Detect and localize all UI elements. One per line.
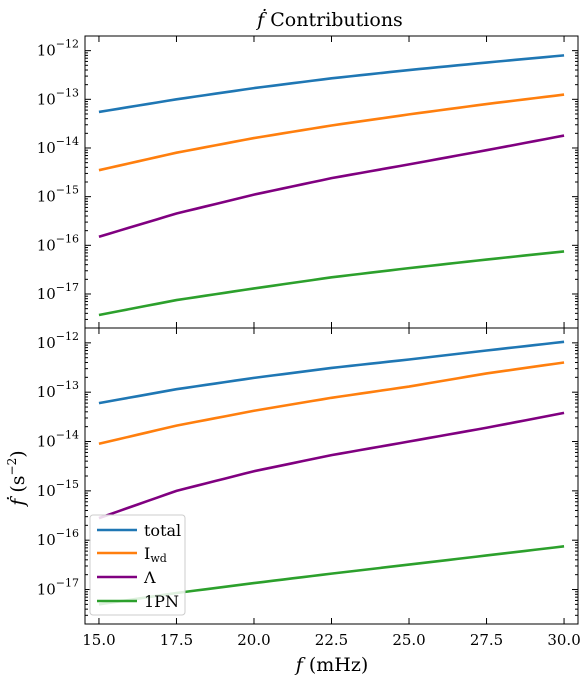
y-tick-label-exp: −14 <box>56 135 79 148</box>
y-tick-label: 10−14 <box>37 135 79 157</box>
y-axis-label-unit-open: (s <box>7 475 29 498</box>
title-text: Contributions <box>264 9 403 31</box>
x-axis-label-unit: (mHz) <box>303 654 368 676</box>
y-tick-label: 10−13 <box>37 379 79 401</box>
legend-label-lambda: Λ <box>143 568 156 587</box>
y-tick-label-exp: −16 <box>56 527 79 540</box>
y-tick-label: 10−12 <box>37 330 79 352</box>
panel-bottom: 15.0 17.5 20.0 22.5 25.0 27.5 30.010−1710−1610… <box>37 327 581 649</box>
y-tick-label: 10−13 <box>37 86 79 108</box>
x-tick-label: 30.0 <box>547 631 580 649</box>
legend: total Iwd Λ 1PN <box>89 514 186 616</box>
y-tick-label-base: 10 <box>37 90 56 108</box>
series-line-iwd <box>98 361 565 446</box>
series-line-total <box>98 54 565 114</box>
y-tick-label: 10−14 <box>37 429 79 451</box>
y-tick-label-exp: −15 <box>56 184 79 197</box>
x-axis-label-symbol: f <box>294 654 306 676</box>
y-tick-label: 10−17 <box>37 577 79 599</box>
series-line-iwd <box>98 93 565 172</box>
y-tick-label-exp: −16 <box>56 232 79 245</box>
y-tick-label-exp: −12 <box>56 330 79 343</box>
y-tick-label-base: 10 <box>37 42 56 60</box>
y-tick-label-exp: −17 <box>56 281 79 294</box>
x-tick-label: 22.5 <box>315 631 348 649</box>
y-axis-label: ḟ (s−2) <box>5 450 29 507</box>
y-tick-label-base: 10 <box>37 581 56 599</box>
x-tick-label: 27.5 <box>470 631 503 649</box>
x-axis-label: f (mHz) <box>294 654 369 676</box>
y-tick-label: 10−15 <box>37 184 79 206</box>
y-tick-label-base: 10 <box>37 139 56 157</box>
title-fdot: ḟ <box>255 8 267 31</box>
y-tick-label-exp: −14 <box>56 429 79 442</box>
legend-label-iwd-sub: wd <box>150 552 166 565</box>
series-line-series2 <box>98 411 565 520</box>
legend-label-iwd-main: I <box>144 544 150 563</box>
y-tick-label-exp: −17 <box>56 577 79 590</box>
y-tick-label-exp: −12 <box>56 38 79 51</box>
y-tick-label: 10−12 <box>37 38 79 60</box>
y-axis-label-unit-close: ) <box>7 450 29 457</box>
x-tick-label: 25.0 <box>392 631 425 649</box>
y-tick-label-base: 10 <box>37 383 56 401</box>
y-tick-label-base: 10 <box>37 236 56 254</box>
chart-title: ḟ Contributions <box>255 8 403 31</box>
y-tick-label: 10−16 <box>37 527 79 549</box>
y-tick-label-base: 10 <box>37 433 56 451</box>
x-tick-label: 15.0 <box>82 631 115 649</box>
y-tick-label-base: 10 <box>37 285 56 303</box>
y-tick-label: 10−16 <box>37 232 79 254</box>
series-line-1pn <box>98 250 565 317</box>
legend-label-iwd: Iwd <box>144 544 167 565</box>
y-tick-label-base: 10 <box>37 334 56 352</box>
y-tick-label-exp: −13 <box>56 86 79 99</box>
y-tick-label: 10−15 <box>37 478 79 500</box>
y-tick-label: 10−17 <box>37 281 79 303</box>
y-tick-label-exp: −15 <box>56 478 79 491</box>
x-tick-label: 17.5 <box>160 631 193 649</box>
series-line-series2 <box>98 134 565 238</box>
y-tick-label-exp: −13 <box>56 379 79 392</box>
y-axis-label-unit-exp: −2 <box>5 458 19 476</box>
y-tick-label-base: 10 <box>37 531 56 549</box>
y-tick-label-base: 10 <box>37 188 56 206</box>
plot-frame <box>84 327 579 625</box>
legend-label-total: total <box>144 521 181 540</box>
legend-label-1pn: 1PN <box>144 592 179 611</box>
y-axis-label-symbol: ḟ <box>6 496 29 508</box>
x-tick-label: 20.0 <box>237 631 270 649</box>
legend-box <box>89 514 186 616</box>
series-line-total <box>98 340 565 405</box>
y-tick-label-base: 10 <box>37 482 56 500</box>
